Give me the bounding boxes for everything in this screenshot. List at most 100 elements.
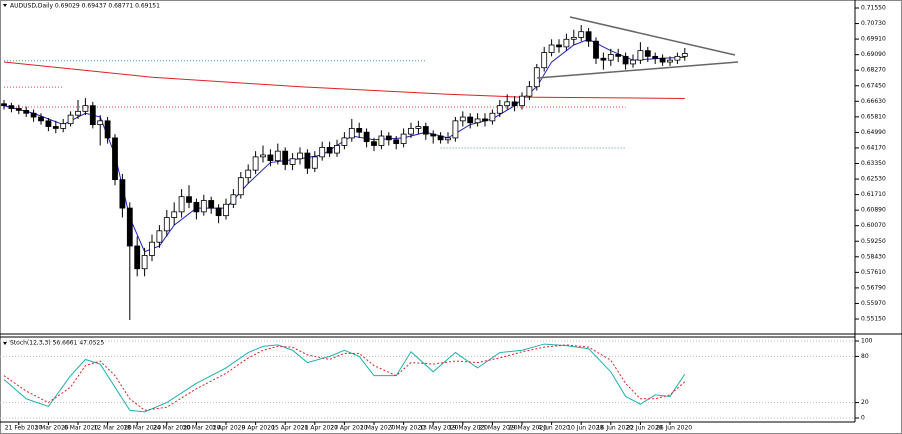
y-tick-label: 0.56790 — [861, 284, 886, 291]
candle-body — [526, 86, 533, 97]
candle-body — [415, 126, 422, 129]
candle-body — [126, 207, 133, 247]
y-tick-label: 0.61710 — [861, 191, 886, 198]
candle-body — [319, 146, 326, 158]
x-tick-label: 13 May 2020 — [419, 425, 458, 432]
y-tick-label: 0.70730 — [861, 20, 886, 27]
x-tick-label: 1 May 2020 — [360, 425, 395, 432]
candle-body — [504, 101, 511, 107]
y-tick-label: 0.58430 — [861, 253, 886, 260]
candle-body — [607, 54, 614, 61]
candle-body — [89, 105, 96, 126]
candle-body — [563, 38, 570, 48]
x-tick-label: 29 May 2020 — [508, 425, 547, 432]
candle-body — [482, 118, 488, 122]
candle-body — [193, 201, 200, 213]
candle-body — [511, 101, 518, 107]
oscillator-line — [3, 344, 686, 411]
candle-body — [311, 156, 318, 169]
y-tick-label: 0.60890 — [861, 207, 886, 214]
candle-body — [274, 150, 281, 162]
x-tick-label: 21 Feb 2020 — [5, 425, 43, 432]
candle-body — [104, 120, 111, 139]
y-tick-label: 0.67450 — [861, 82, 886, 89]
candle-body — [60, 123, 67, 129]
candle-body — [459, 116, 466, 122]
candle-body — [67, 114, 74, 125]
y-tick-label: 0.63350 — [861, 160, 886, 167]
candle-body — [378, 135, 385, 146]
candle-body — [667, 59, 673, 63]
candle-body — [489, 112, 496, 122]
x-tick-label: 25 May 2020 — [478, 425, 517, 432]
candle-body — [45, 120, 52, 127]
candle-body — [156, 230, 163, 243]
candle-body — [622, 55, 629, 65]
y-tick-label: 0.55970 — [861, 300, 886, 307]
candle-body — [615, 54, 622, 57]
x-tick-label: 16 Jun 2020 — [597, 425, 633, 432]
y-tick-label: 0.71550 — [861, 5, 886, 12]
oscillator-title: Stoch(12,3,3) 56.6661 47.0525 — [10, 340, 104, 347]
y-tick-label: 0.64170 — [861, 144, 886, 151]
x-tick-label: 3 Mar 2020 — [34, 425, 68, 432]
x-tick-label: 19 May 2020 — [449, 425, 488, 432]
candle-body — [200, 200, 207, 213]
candle-body — [326, 146, 333, 154]
candle-body — [30, 112, 37, 118]
candle-body — [570, 36, 577, 40]
candle-body — [112, 137, 118, 181]
osc-tick-label: 80 — [861, 353, 869, 360]
candle-body — [637, 50, 644, 61]
candle-body — [119, 179, 126, 209]
candle-body — [681, 53, 688, 57]
candle-body — [297, 152, 303, 160]
x-tick-label: 4 Jun 2020 — [538, 425, 570, 432]
candle-body — [556, 44, 562, 48]
candle-body — [422, 126, 429, 135]
candle-body — [644, 50, 651, 57]
y-tick-label: 0.69090 — [861, 51, 886, 58]
x-tick-label: 30 Mar 2020 — [182, 425, 220, 432]
y-tick-label: 0.62530 — [861, 176, 886, 183]
candle-body — [652, 55, 659, 59]
candle-body — [630, 59, 636, 65]
candle-body — [163, 217, 170, 232]
moving-average — [3, 61, 685, 99]
candle-body — [393, 139, 400, 144]
x-tick-label: 22 Jun 2020 — [626, 425, 662, 432]
candle-body — [437, 135, 444, 141]
candle-body — [363, 131, 370, 143]
candle-body — [134, 245, 141, 270]
trendline — [569, 16, 736, 56]
x-tick-label: 6 Mar 2020 — [64, 425, 98, 432]
candle-body — [341, 137, 348, 146]
candle-body — [141, 255, 148, 270]
candle-body — [237, 177, 244, 196]
candle-body — [541, 52, 548, 69]
y-tick-label: 0.59250 — [861, 238, 886, 245]
candle-body — [260, 154, 266, 158]
candle-body — [149, 241, 155, 256]
y-tick-label: 0.55150 — [861, 316, 886, 323]
candle-body — [356, 128, 363, 133]
candle-body — [15, 108, 22, 111]
osc-tick-label: 20 — [861, 399, 869, 406]
candle-body — [75, 110, 81, 116]
y-tick-label: 0.69910 — [861, 36, 886, 43]
osc-tick-label: 100 — [861, 338, 873, 345]
candle-body — [208, 200, 215, 209]
candle-body — [467, 116, 474, 124]
candle-body — [178, 196, 185, 213]
candle-body — [430, 133, 437, 137]
candle-body — [445, 137, 451, 141]
y-tick-label: 0.57610 — [861, 269, 886, 276]
header-arrow — [3, 4, 7, 7]
candle-body — [519, 95, 525, 107]
candle-body — [348, 128, 355, 139]
candle-body — [593, 40, 599, 59]
osc-tick-label: 0 — [861, 415, 865, 422]
x-tick-label: 3 Apr 2020 — [212, 425, 245, 432]
